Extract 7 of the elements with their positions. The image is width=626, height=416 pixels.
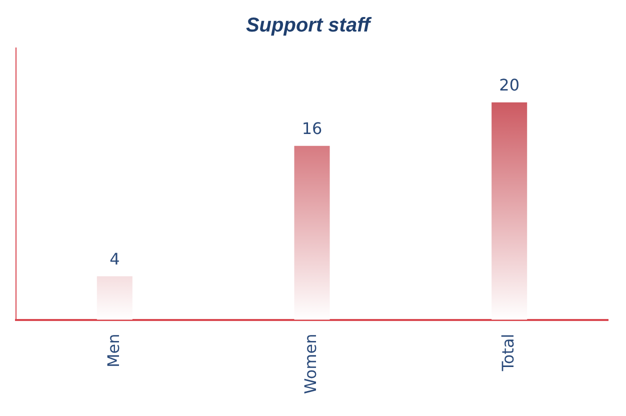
x-tick-label: Women bbox=[301, 334, 320, 394]
data-label: 4 bbox=[110, 249, 120, 268]
data-label: 20 bbox=[499, 76, 520, 95]
data-label: 16 bbox=[302, 118, 322, 138]
x-tick-label: Men bbox=[104, 334, 123, 368]
x-tick-label: Total bbox=[498, 334, 518, 372]
chart-title: Support staff bbox=[246, 14, 372, 37]
